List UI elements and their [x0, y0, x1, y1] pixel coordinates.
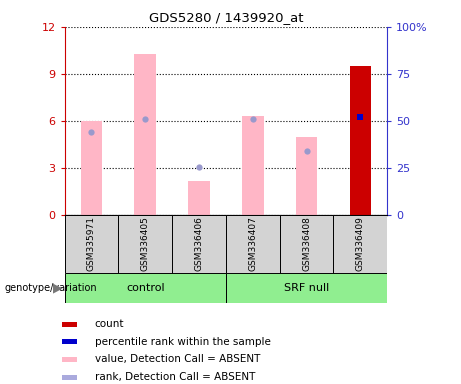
- Text: SRF null: SRF null: [284, 283, 329, 293]
- Text: count: count: [95, 319, 124, 329]
- Bar: [188, 180, 210, 215]
- FancyBboxPatch shape: [118, 215, 172, 273]
- FancyBboxPatch shape: [226, 215, 280, 273]
- Text: ▶: ▶: [53, 281, 62, 295]
- Bar: [81, 121, 102, 215]
- Bar: [62, 375, 77, 379]
- Text: percentile rank within the sample: percentile rank within the sample: [95, 337, 271, 347]
- Bar: [62, 357, 77, 362]
- Text: GSM336405: GSM336405: [141, 217, 150, 271]
- FancyBboxPatch shape: [65, 273, 226, 303]
- Text: genotype/variation: genotype/variation: [5, 283, 97, 293]
- Text: value, Detection Call = ABSENT: value, Detection Call = ABSENT: [95, 354, 260, 364]
- Text: rank, Detection Call = ABSENT: rank, Detection Call = ABSENT: [95, 372, 255, 382]
- Bar: [62, 339, 77, 344]
- FancyBboxPatch shape: [172, 215, 226, 273]
- Title: GDS5280 / 1439920_at: GDS5280 / 1439920_at: [148, 11, 303, 24]
- Bar: [135, 53, 156, 215]
- Bar: [296, 137, 317, 215]
- Text: GSM336406: GSM336406: [195, 217, 203, 271]
- Bar: [349, 66, 371, 215]
- Text: GSM336408: GSM336408: [302, 217, 311, 271]
- Bar: [62, 321, 77, 326]
- FancyBboxPatch shape: [280, 215, 333, 273]
- Bar: [242, 116, 264, 215]
- FancyBboxPatch shape: [333, 215, 387, 273]
- Text: GSM335971: GSM335971: [87, 216, 96, 271]
- Text: GSM336407: GSM336407: [248, 217, 257, 271]
- Text: GSM336409: GSM336409: [356, 217, 365, 271]
- FancyBboxPatch shape: [226, 273, 387, 303]
- Text: control: control: [126, 283, 165, 293]
- FancyBboxPatch shape: [65, 215, 118, 273]
